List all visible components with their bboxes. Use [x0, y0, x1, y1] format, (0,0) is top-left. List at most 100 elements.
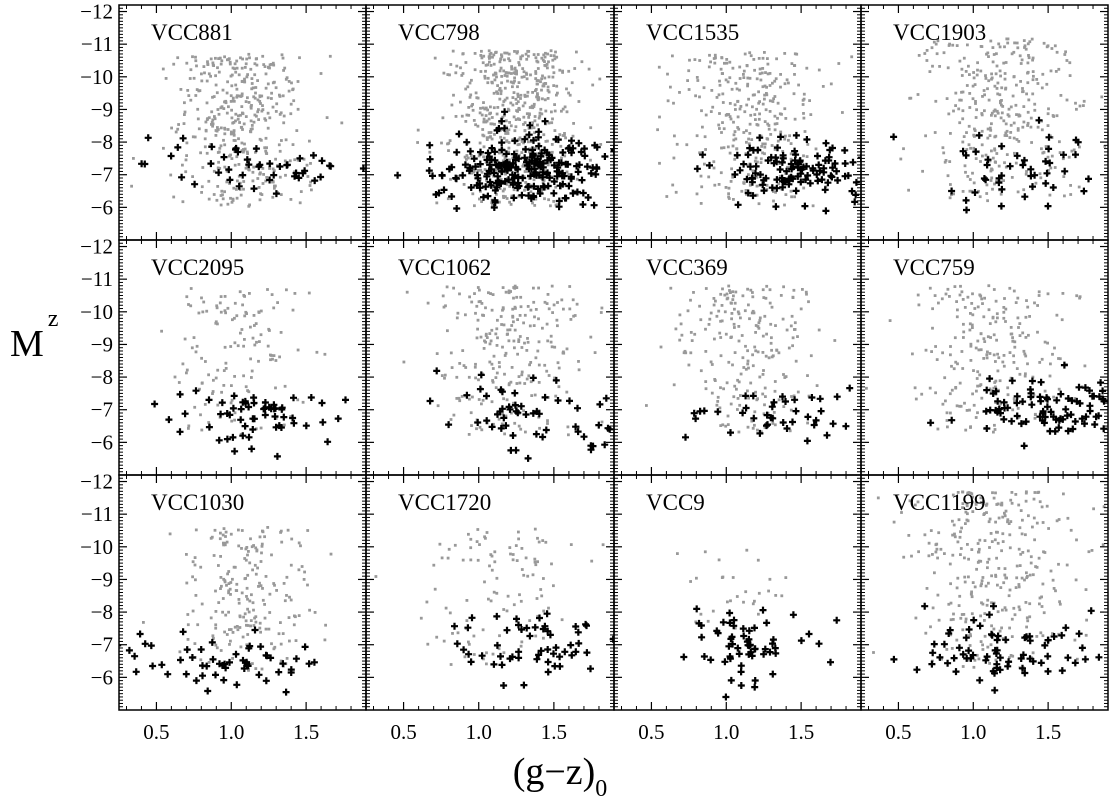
gray-point: [211, 61, 215, 65]
gray-point: [977, 189, 980, 193]
gray-point: [726, 80, 730, 84]
gray-point: [728, 289, 731, 292]
gray-point: [793, 321, 797, 325]
gray-point: [475, 96, 479, 100]
gray-point: [1013, 151, 1016, 155]
gray-point: [293, 170, 297, 174]
gray-point: [551, 75, 555, 79]
black-cross-point: [242, 399, 250, 407]
gray-point: [742, 69, 746, 73]
gray-point: [1019, 80, 1022, 83]
gray-point: [1016, 296, 1020, 300]
gray-point: [518, 381, 522, 385]
gray-point: [546, 422, 549, 425]
gray-point: [672, 383, 676, 387]
black-cross-point: [191, 180, 199, 188]
gray-point: [761, 102, 765, 106]
gray-point: [229, 639, 232, 643]
gray-point: [533, 115, 537, 118]
gray-point: [1078, 295, 1082, 299]
gray-point: [529, 361, 533, 364]
gray-point: [243, 77, 246, 81]
gray-point: [1020, 58, 1024, 62]
gray-point: [261, 108, 265, 111]
gray-point: [224, 311, 227, 315]
gray-point: [252, 624, 256, 627]
gray-point: [704, 380, 708, 383]
gray-point: [786, 165, 789, 169]
gray-point: [704, 387, 708, 391]
gray-point: [921, 169, 924, 173]
gray-point: [1012, 50, 1016, 54]
black-cross-point: [574, 428, 582, 436]
gray-point: [899, 157, 903, 161]
gray-point: [544, 140, 548, 143]
gray-point: [756, 160, 759, 164]
gray-point: [941, 402, 945, 406]
black-cross-point: [493, 126, 501, 134]
gray-point: [724, 113, 728, 117]
gray-point: [523, 101, 527, 105]
gray-point: [565, 347, 569, 351]
gray-point: [541, 97, 544, 101]
black-cross-point: [237, 405, 245, 413]
black-cross-point: [289, 414, 297, 422]
gray-point: [503, 98, 507, 102]
gray-point: [235, 95, 239, 99]
gray-point: [225, 91, 229, 95]
gray-point: [257, 310, 261, 314]
black-cross-point: [252, 145, 260, 153]
gray-point: [764, 108, 768, 112]
gray-point: [263, 146, 267, 150]
gray-point: [529, 140, 533, 144]
black-cross-point: [283, 161, 291, 169]
gray-point: [168, 532, 172, 536]
gray-point: [552, 54, 556, 58]
gray-point: [777, 398, 781, 402]
gray-point: [288, 595, 291, 599]
gray-point: [185, 61, 189, 65]
black-cross-point: [882, 396, 889, 403]
gray-point: [500, 55, 504, 58]
gray-point: [213, 528, 217, 532]
gray-point: [266, 126, 270, 130]
gray-point: [540, 77, 543, 81]
gray-point: [214, 376, 218, 380]
gray-point: [482, 101, 485, 104]
gray-point: [225, 180, 229, 184]
gray-point: [573, 314, 577, 317]
gray-point: [967, 143, 971, 147]
gray-point: [902, 147, 905, 151]
gray-point: [973, 307, 977, 310]
gray-point: [757, 326, 761, 330]
gray-point: [534, 56, 538, 60]
gray-point: [516, 352, 519, 356]
gray-point: [505, 125, 509, 129]
gray-point: [541, 84, 545, 88]
gray-point: [219, 555, 222, 558]
panel-label: VCC881: [151, 20, 233, 45]
gray-point: [234, 83, 238, 87]
gray-point: [1038, 172, 1042, 176]
gray-point: [572, 122, 575, 125]
gray-point: [961, 90, 965, 94]
gray-point: [981, 302, 984, 305]
gray-point: [247, 168, 250, 171]
gray-point: [934, 391, 937, 395]
gray-point: [503, 432, 506, 436]
gray-point: [216, 368, 220, 372]
gray-point: [1100, 95, 1104, 99]
black-cross-point: [266, 160, 274, 168]
gray-point: [1103, 145, 1107, 148]
black-cross-point: [1047, 408, 1055, 416]
black-cross-point: [511, 137, 519, 145]
gray-point: [243, 66, 247, 69]
gray-point: [303, 570, 306, 574]
gray-point: [501, 189, 505, 193]
gray-point: [443, 376, 446, 380]
gray-point: [1046, 292, 1050, 296]
gray-point: [564, 136, 567, 140]
gray-point: [1050, 154, 1054, 158]
gray-point: [560, 109, 563, 113]
